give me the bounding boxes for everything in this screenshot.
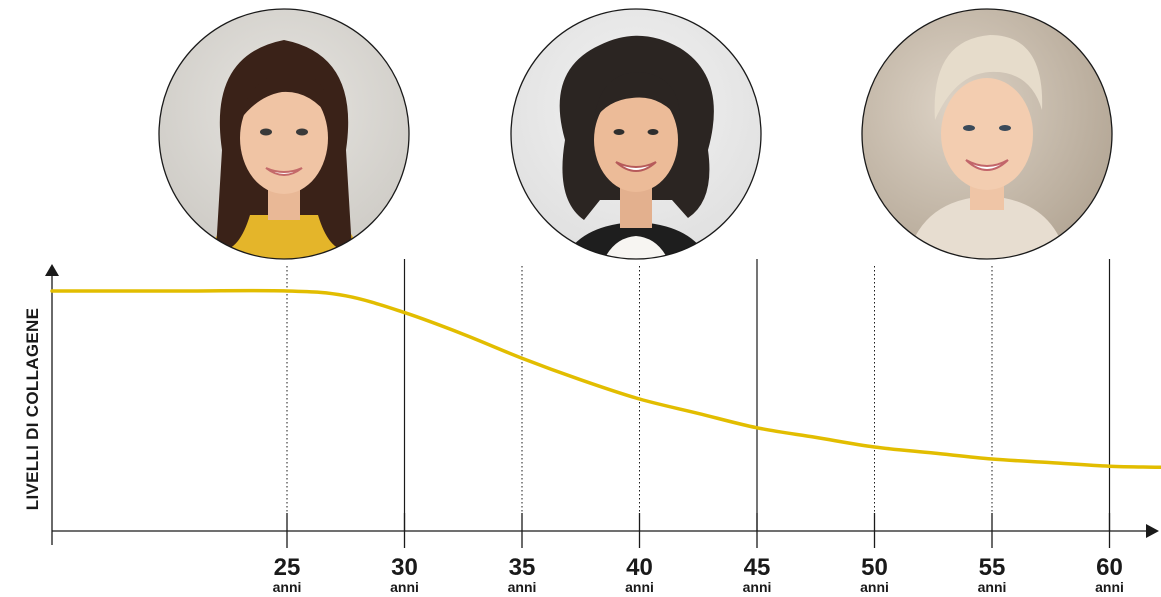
middle-aged-woman-portrait <box>510 8 762 260</box>
portrait-connectors <box>403 259 1111 531</box>
x-axis-arrow-icon <box>1146 524 1159 538</box>
tick-unit-25: anni <box>273 579 302 595</box>
tick-label-45: 45 <box>744 554 771 581</box>
tick-label-50: 50 <box>861 554 888 581</box>
tick-unit-40: anni <box>625 579 654 595</box>
collagen-curve <box>50 288 1161 470</box>
tick-unit-55: anni <box>978 579 1007 595</box>
gridlines <box>286 266 993 531</box>
older-woman-portrait <box>861 8 1113 260</box>
tick-label-25: 25 <box>274 554 301 581</box>
tick-label-30: 30 <box>391 554 418 581</box>
tick-unit-60: anni <box>1095 579 1124 595</box>
tick-label-60: 60 <box>1096 554 1123 581</box>
tick-unit-50: anni <box>860 579 889 595</box>
tick-label-55: 55 <box>979 554 1006 581</box>
x-ticks: 25anni30anni35anni40anni45anni50anni55an… <box>273 513 1124 595</box>
y-axis-label: LIVELLI DI COLLAGENE <box>23 308 42 510</box>
y-axis <box>45 264 59 545</box>
tick-unit-35: anni <box>508 579 537 595</box>
tick-unit-45: anni <box>743 579 772 595</box>
tick-label-40: 40 <box>626 554 653 581</box>
young-woman-portrait <box>158 8 410 260</box>
x-axis <box>52 524 1159 538</box>
tick-label-35: 35 <box>509 554 536 581</box>
series-layer <box>50 288 1161 470</box>
tick-unit-30: anni <box>390 579 419 595</box>
y-axis-arrow-icon <box>45 264 59 276</box>
